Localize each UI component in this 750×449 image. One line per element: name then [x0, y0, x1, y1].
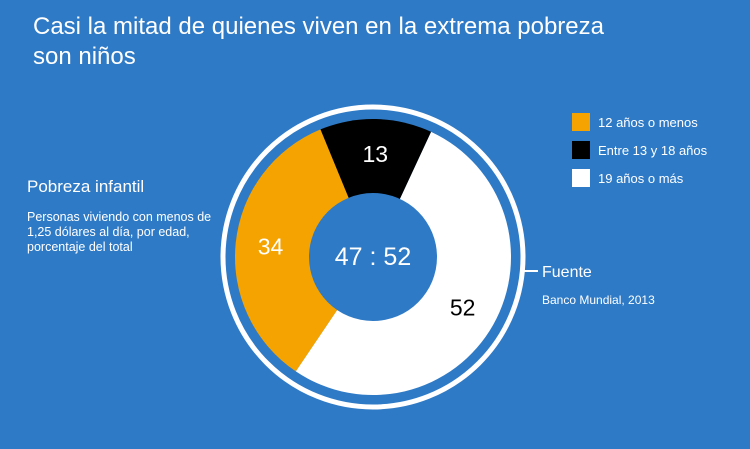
- legend-swatch-19-or-more: [572, 169, 590, 187]
- legend-swatch-13-to-18: [572, 141, 590, 159]
- chart-description-panel: Pobreza infantil Personas viviendo con m…: [27, 177, 227, 255]
- slice-label: 52: [450, 295, 476, 321]
- source-heading: Fuente: [542, 264, 592, 281]
- source-text: Banco Mundial, 2013: [542, 293, 655, 307]
- legend-label: 12 años o menos: [598, 114, 698, 130]
- source-block: Fuente Banco Mundial, 2013: [542, 263, 655, 307]
- legend-label: 19 años o más: [598, 170, 684, 186]
- legend: 12 años o menos Entre 13 y 18 años 19 añ…: [572, 113, 707, 197]
- legend-item: 19 años o más: [572, 169, 707, 187]
- legend-swatch-12-or-less: [572, 113, 590, 131]
- description-heading: Pobreza infantil: [27, 177, 145, 196]
- center-label: 47 : 52: [335, 243, 411, 271]
- slice-label: 34: [258, 234, 284, 260]
- outer-ring: [220, 104, 526, 410]
- legend-label: Entre 13 y 18 años: [598, 142, 708, 158]
- legend-item: Entre 13 y 18 años: [572, 141, 707, 159]
- slice-12-or-less: [234, 129, 373, 372]
- chart-title: Casi la mitad de quienes viven en la ext…: [33, 13, 604, 70]
- legend-item: 12 años o menos: [572, 113, 707, 131]
- slice-label: 13: [362, 141, 388, 167]
- donut-hole: [309, 193, 437, 321]
- description-text: Personas viviendo con menos de 1,25 dóla…: [27, 210, 212, 254]
- slice-labels-group: 34 13 52: [258, 141, 476, 321]
- slice-13-to-18: [320, 118, 432, 257]
